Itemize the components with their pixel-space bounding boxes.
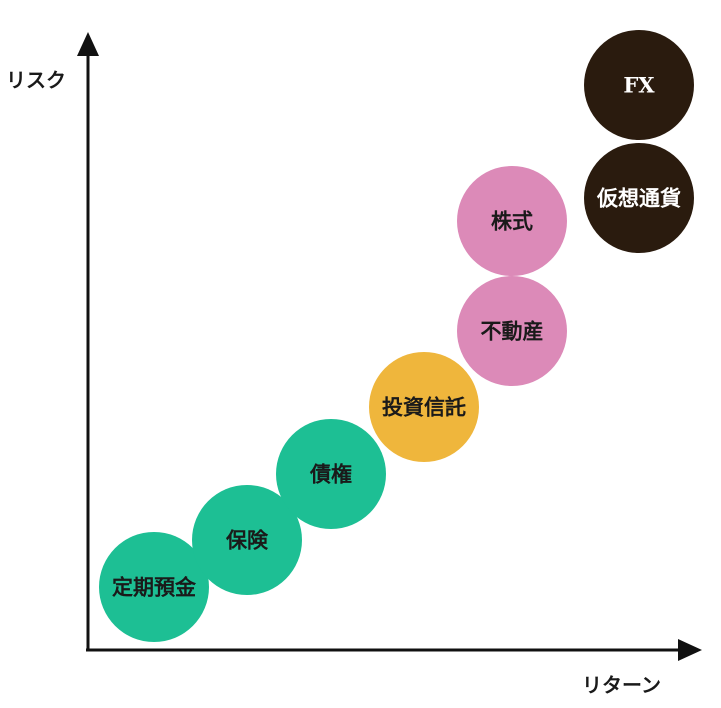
- bubble-label-bonds: 債権: [309, 462, 352, 487]
- bubble-label-real-estate: 不動産: [481, 319, 544, 344]
- bubble-real-estate: 不動産: [457, 276, 567, 386]
- x-axis-arrow-icon: [678, 639, 702, 661]
- bubble-circle-crypto: [584, 143, 694, 253]
- bubble-label-insurance: 保険: [225, 528, 269, 553]
- bubble-circle-stocks: [457, 166, 567, 276]
- bubble-stocks: 株式: [457, 166, 567, 276]
- bubble-bonds: 債権: [276, 419, 386, 529]
- bubble-label-stocks: 株式: [491, 209, 533, 234]
- bubble-circle-real-estate: [457, 276, 567, 386]
- bubble-circle-fx: [584, 30, 694, 140]
- bubble-label-time-deposit: 定期預金: [112, 575, 197, 600]
- bubble-circle-time-deposit: [99, 532, 209, 642]
- bubble-label-fx: FX: [623, 73, 655, 98]
- bubble-circle-insurance: [192, 485, 302, 595]
- bubble-label-crypto: 仮想通貨: [596, 186, 681, 211]
- bubble-investment-trust: 投資信託: [369, 352, 479, 462]
- y-axis-arrow-icon: [77, 32, 99, 56]
- y-axis-label: リスク: [6, 68, 66, 92]
- bubble-circle-bonds: [276, 419, 386, 529]
- bubble-crypto: 仮想通貨: [584, 143, 694, 253]
- bubble-circle-investment-trust: [369, 352, 479, 462]
- bubble-time-deposit: 定期預金: [99, 532, 209, 642]
- axes: リスク リターン: [6, 32, 702, 697]
- asset-bubbles: 定期預金 保険 債権 投資信託 不動産 株式 仮想通貨 FX: [99, 30, 694, 642]
- x-axis-label: リターン: [582, 673, 661, 697]
- bubble-label-investment-trust: 投資信託: [382, 395, 466, 420]
- bubble-fx: FX: [584, 30, 694, 140]
- bubble-insurance: 保険: [192, 485, 302, 595]
